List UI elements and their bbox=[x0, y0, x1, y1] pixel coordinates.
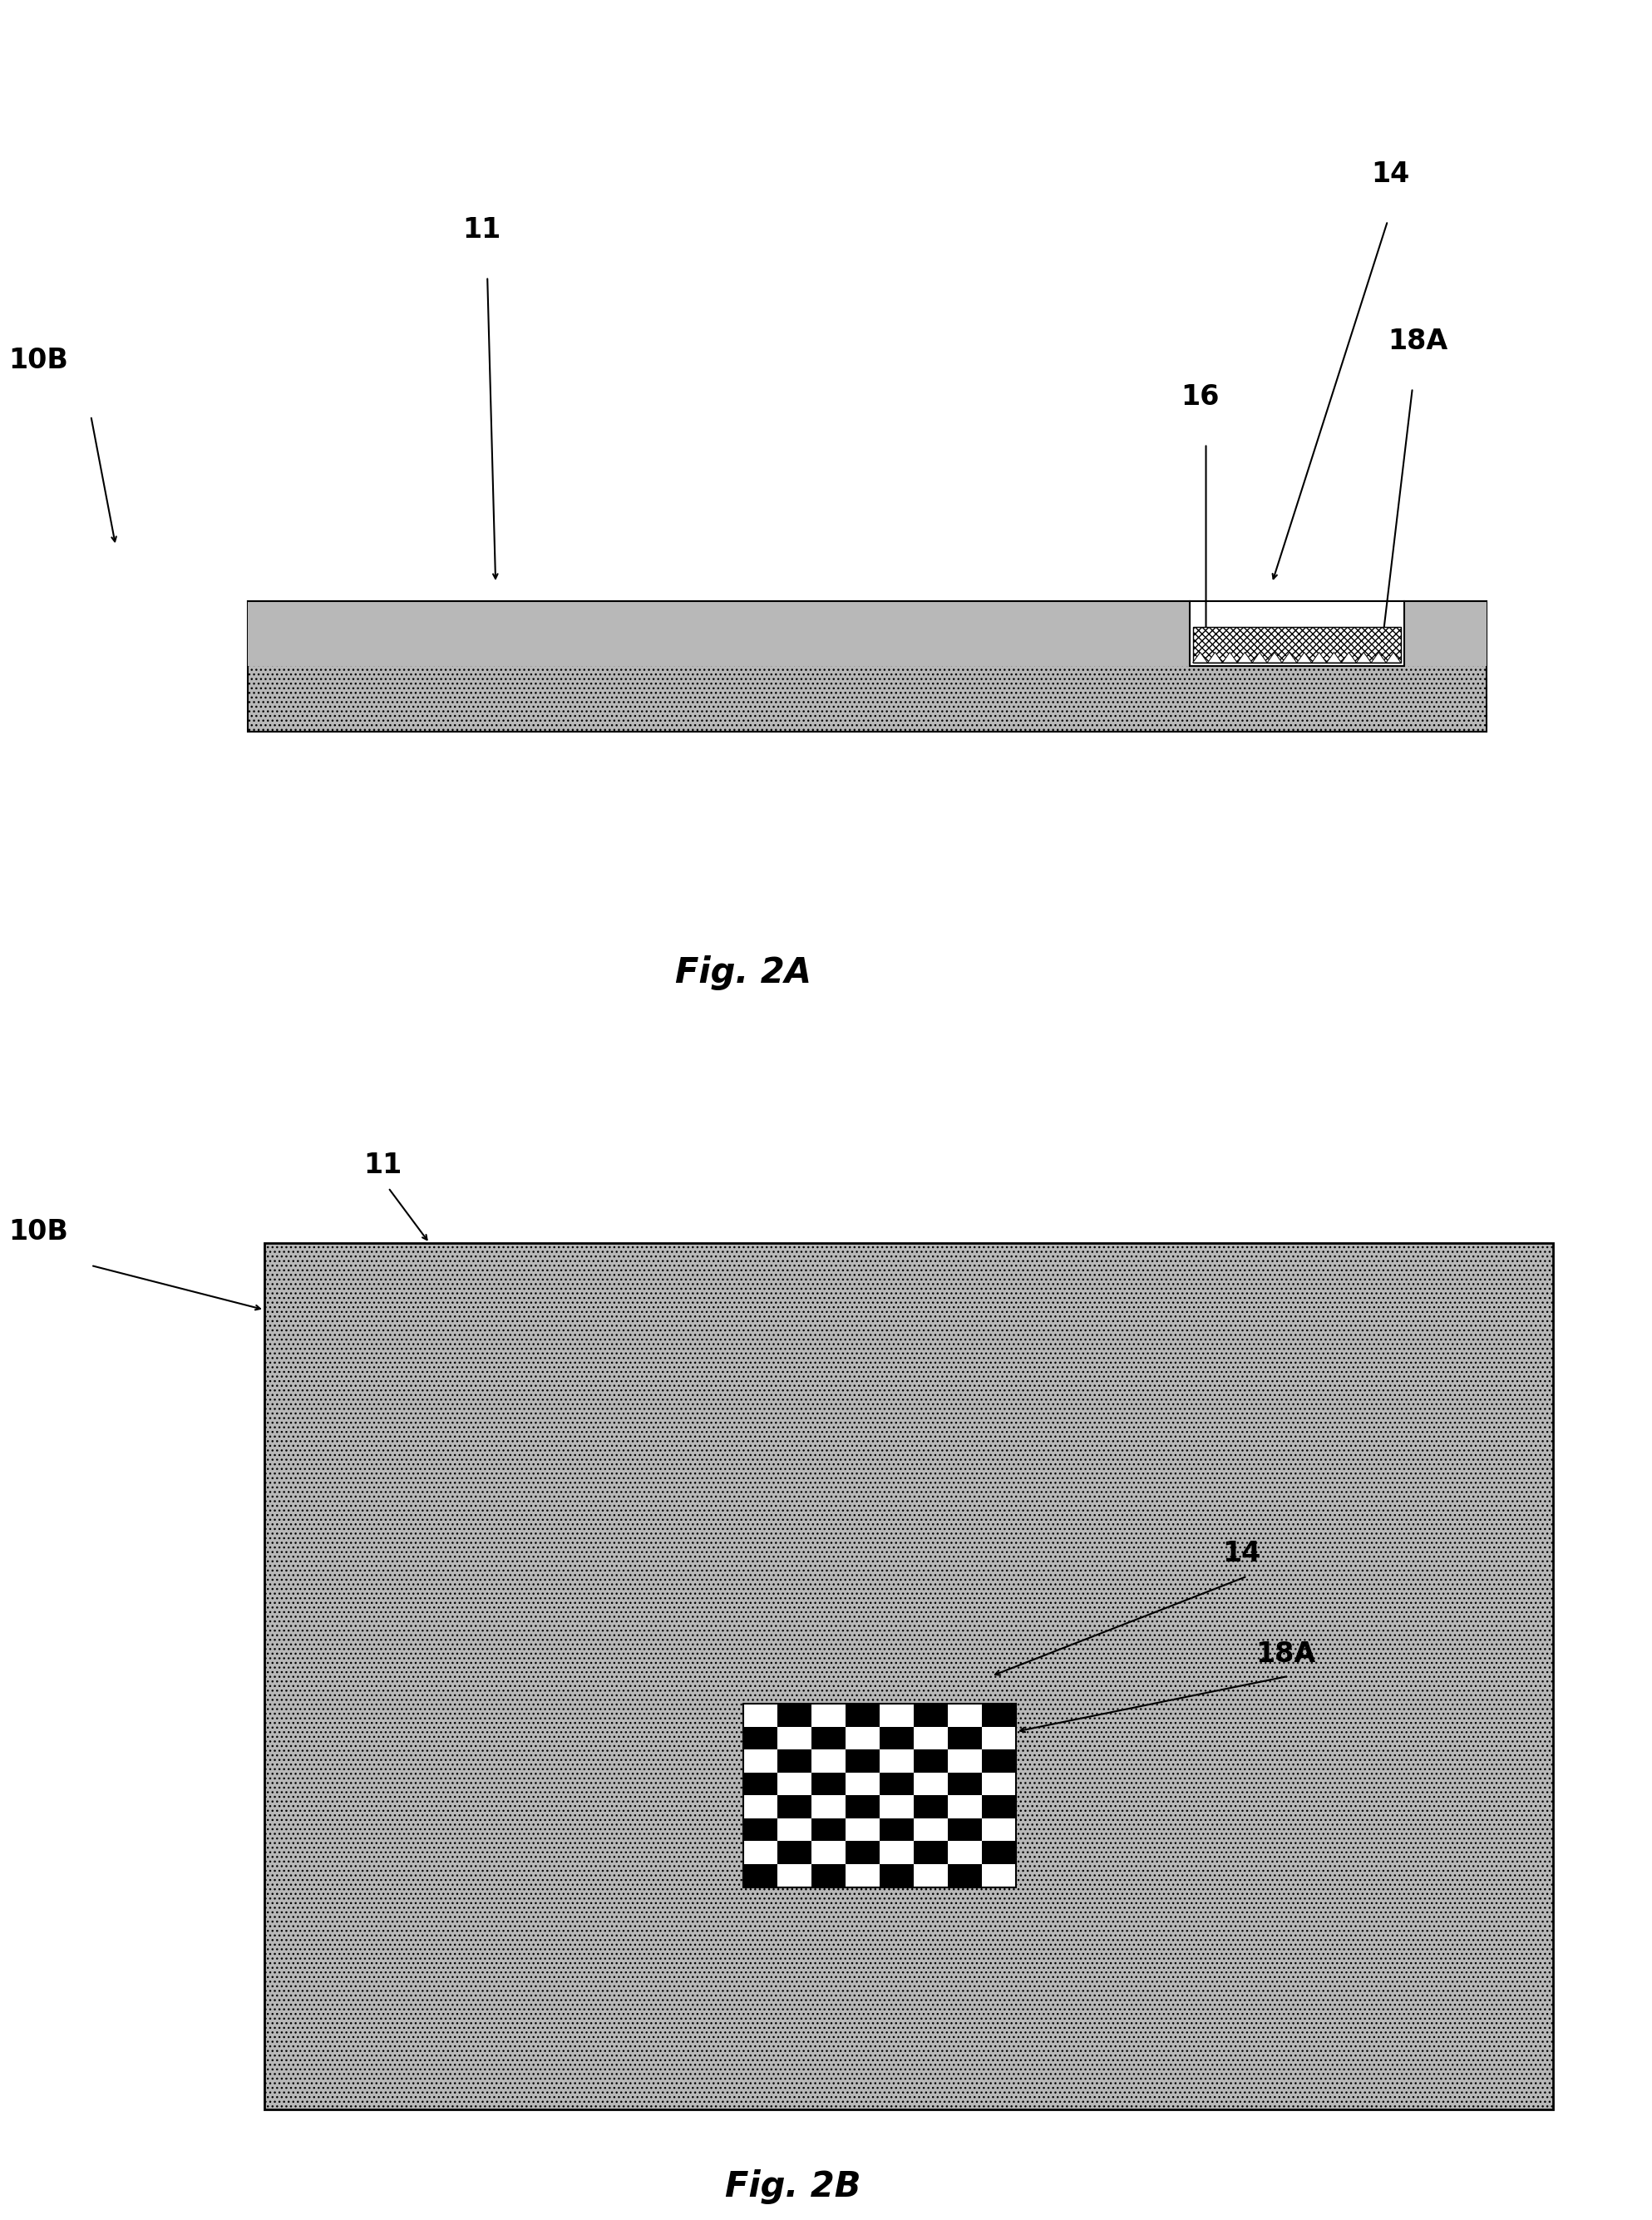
Text: 11: 11 bbox=[463, 215, 501, 244]
Bar bbox=[811, 1727, 846, 1749]
Polygon shape bbox=[1312, 653, 1327, 664]
Bar bbox=[881, 1727, 914, 1749]
Bar bbox=[881, 1865, 914, 1887]
Text: Fig. 2B: Fig. 2B bbox=[725, 2169, 861, 2204]
Bar bbox=[1404, 602, 1487, 666]
Bar bbox=[914, 1796, 948, 1818]
Bar bbox=[948, 1772, 981, 1796]
Bar bbox=[914, 1749, 948, 1772]
Bar bbox=[811, 1772, 846, 1796]
Bar bbox=[743, 1818, 778, 1840]
Polygon shape bbox=[1267, 653, 1282, 664]
Bar bbox=[743, 1705, 1016, 1887]
Polygon shape bbox=[1237, 653, 1252, 664]
Bar bbox=[743, 1772, 778, 1796]
Polygon shape bbox=[1341, 653, 1356, 664]
Bar bbox=[743, 1865, 778, 1887]
Polygon shape bbox=[1327, 653, 1341, 664]
Bar bbox=[248, 602, 1487, 730]
Bar bbox=[948, 1865, 981, 1887]
Bar bbox=[1193, 626, 1401, 664]
Bar bbox=[881, 1772, 914, 1796]
Text: 18A: 18A bbox=[1256, 1641, 1315, 1667]
Bar bbox=[778, 1840, 811, 1865]
Bar bbox=[846, 1705, 881, 1727]
Bar bbox=[778, 1705, 811, 1727]
Bar bbox=[914, 1705, 948, 1727]
Bar bbox=[981, 1749, 1016, 1772]
Bar bbox=[811, 1818, 846, 1840]
Text: 18A: 18A bbox=[1388, 329, 1447, 355]
Text: 11: 11 bbox=[363, 1152, 401, 1179]
Polygon shape bbox=[1297, 653, 1312, 664]
Bar bbox=[981, 1840, 1016, 1865]
Text: Fig. 2A: Fig. 2A bbox=[676, 955, 811, 990]
Bar bbox=[881, 1818, 914, 1840]
Text: 14: 14 bbox=[1371, 160, 1409, 189]
Bar bbox=[264, 1243, 1553, 2109]
Bar bbox=[248, 602, 1189, 666]
Polygon shape bbox=[1193, 653, 1208, 664]
Polygon shape bbox=[1222, 653, 1237, 664]
Bar bbox=[846, 1796, 881, 1818]
Bar bbox=[846, 1840, 881, 1865]
Bar bbox=[948, 1818, 981, 1840]
Text: 10B: 10B bbox=[8, 346, 68, 373]
Text: 10B: 10B bbox=[8, 1219, 68, 1245]
Bar bbox=[811, 1865, 846, 1887]
Text: 16: 16 bbox=[1181, 384, 1219, 411]
Bar bbox=[914, 1840, 948, 1865]
Text: 14: 14 bbox=[1222, 1541, 1260, 1567]
Bar bbox=[778, 1749, 811, 1772]
Polygon shape bbox=[1252, 653, 1267, 664]
Bar bbox=[1189, 602, 1404, 666]
Polygon shape bbox=[1356, 653, 1371, 664]
Bar bbox=[981, 1705, 1016, 1727]
Polygon shape bbox=[1386, 653, 1401, 664]
Bar bbox=[743, 1727, 778, 1749]
Polygon shape bbox=[1282, 653, 1297, 664]
Bar bbox=[948, 1727, 981, 1749]
Bar bbox=[778, 1796, 811, 1818]
Bar bbox=[1189, 602, 1404, 666]
Bar bbox=[846, 1749, 881, 1772]
Polygon shape bbox=[1208, 653, 1222, 664]
Polygon shape bbox=[1371, 653, 1386, 664]
Bar bbox=[981, 1796, 1016, 1818]
